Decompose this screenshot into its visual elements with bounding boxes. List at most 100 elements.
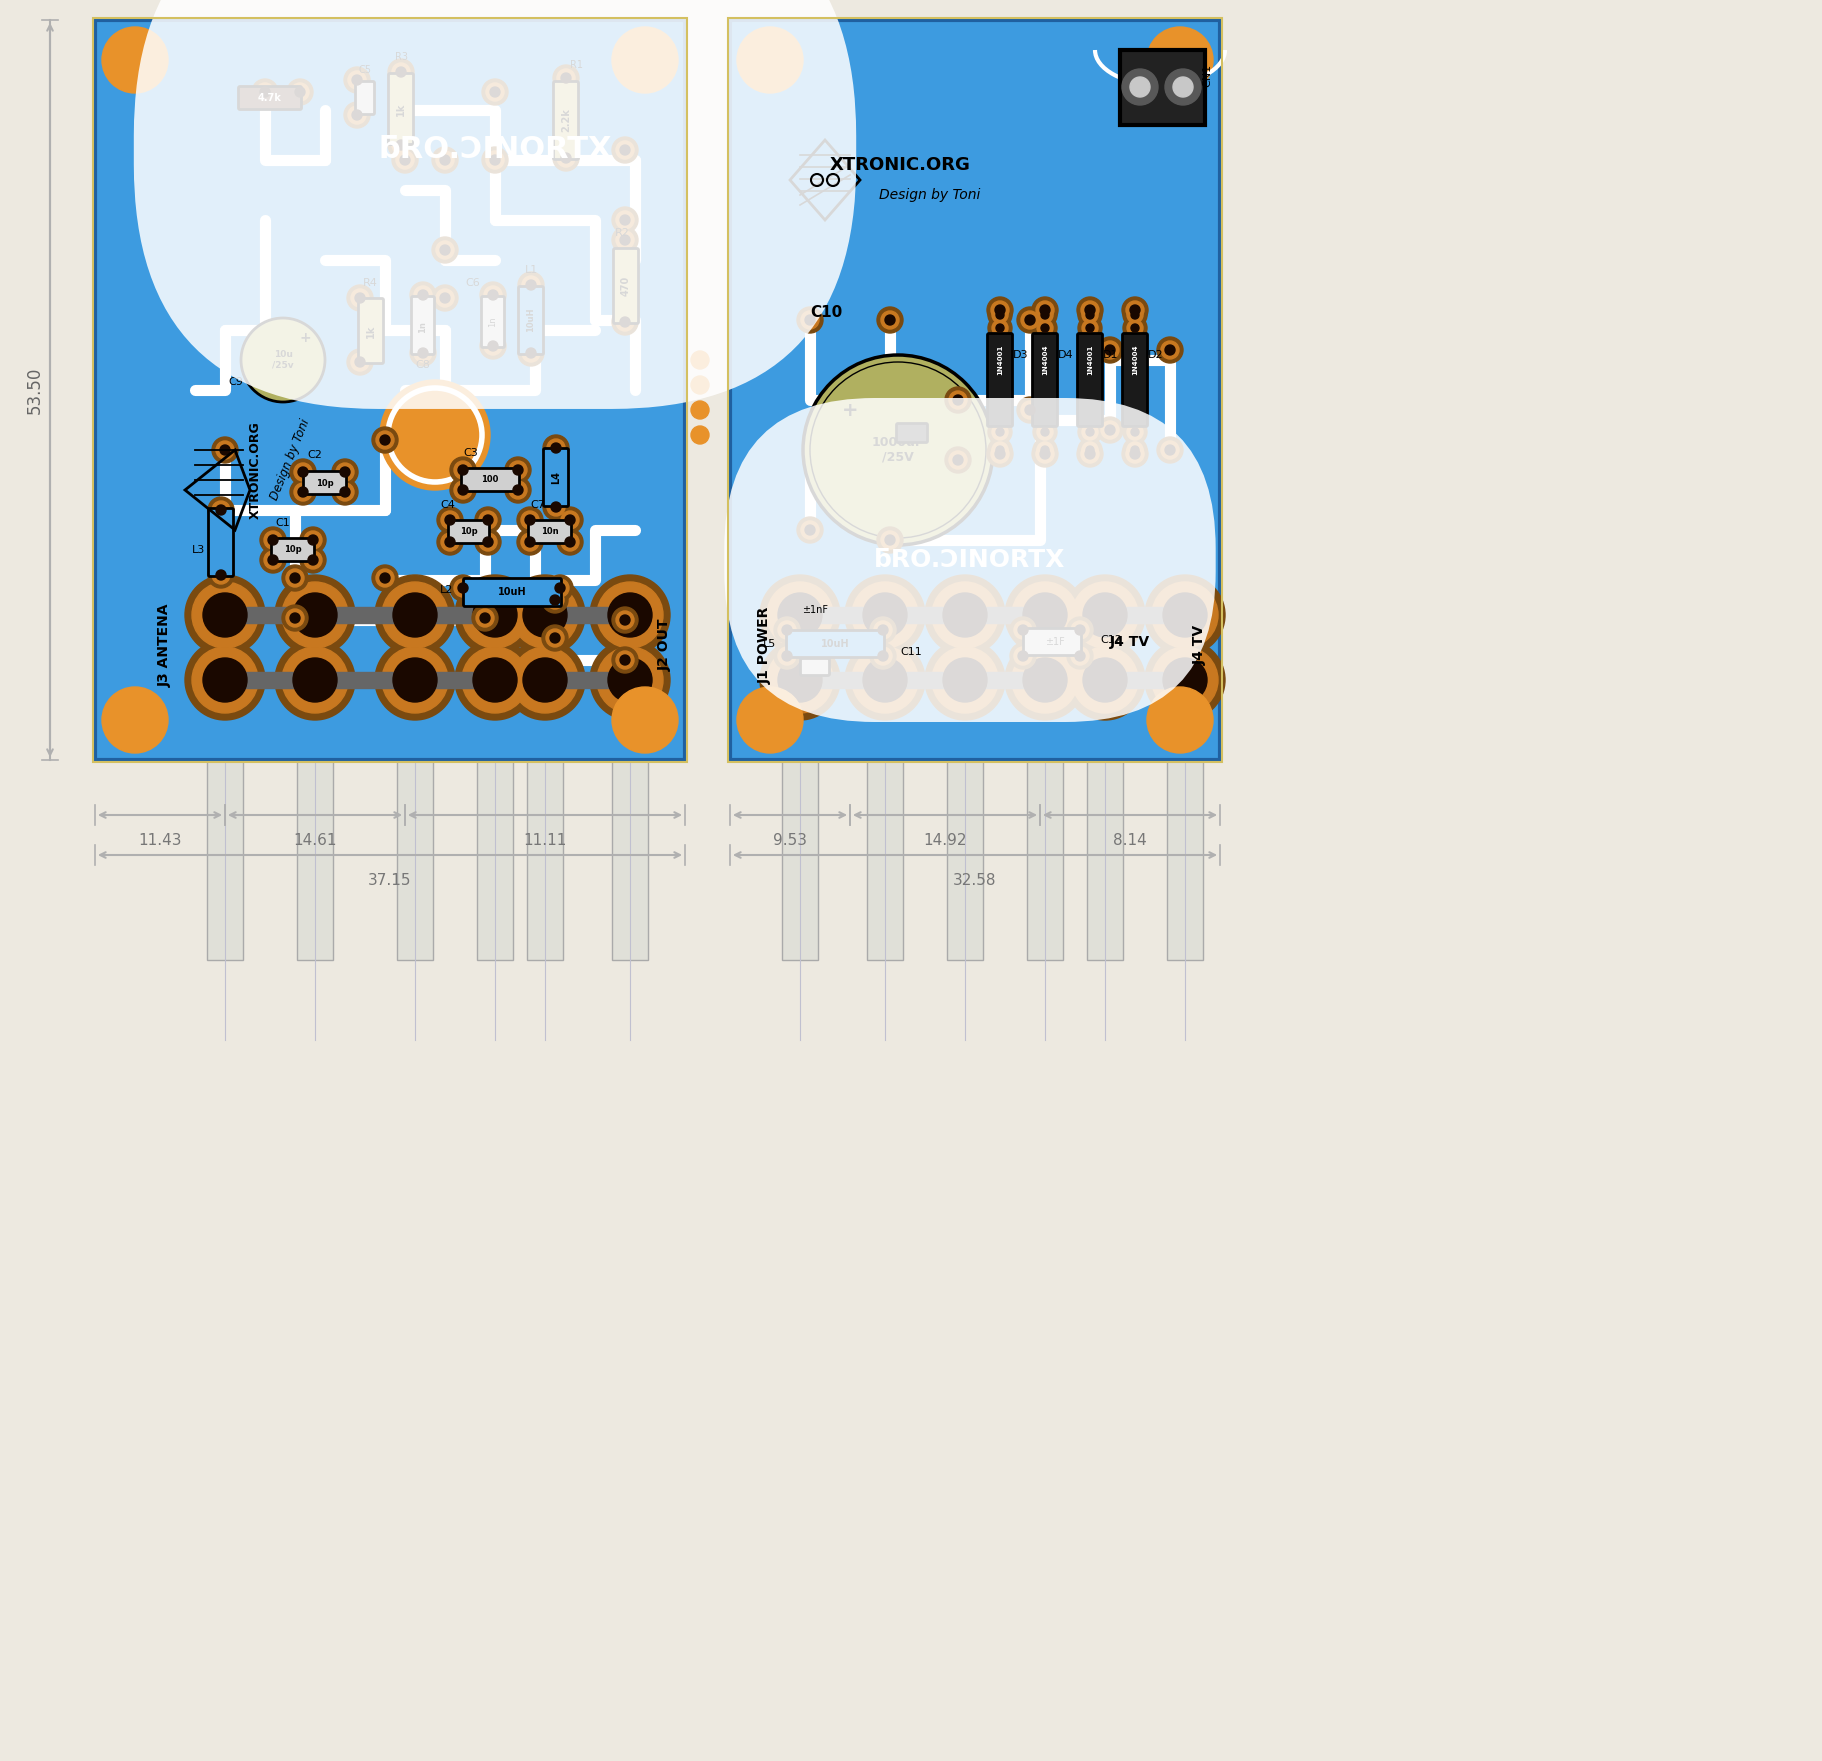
Circle shape (1100, 421, 1119, 438)
Circle shape (1161, 440, 1179, 460)
Circle shape (875, 622, 893, 639)
Circle shape (517, 507, 543, 534)
FancyBboxPatch shape (271, 539, 315, 562)
Circle shape (463, 581, 528, 648)
Circle shape (490, 155, 499, 166)
Circle shape (441, 534, 459, 551)
Text: 11.11: 11.11 (523, 833, 567, 849)
Circle shape (474, 659, 517, 703)
Text: 470: 470 (621, 276, 630, 296)
Circle shape (450, 576, 476, 601)
Circle shape (1130, 449, 1141, 460)
Circle shape (543, 495, 568, 519)
Circle shape (1100, 342, 1119, 359)
Text: ƃRO.ƆINORTX: ƃRO.ƆINORTX (875, 548, 1066, 572)
Circle shape (1152, 581, 1217, 648)
Circle shape (381, 435, 390, 446)
Circle shape (514, 484, 523, 495)
Circle shape (304, 532, 322, 549)
Circle shape (556, 583, 565, 593)
Bar (208, 673, 514, 689)
Circle shape (286, 609, 304, 627)
Circle shape (514, 465, 523, 475)
Circle shape (282, 646, 348, 713)
Circle shape (1015, 646, 1031, 666)
Text: +: + (299, 331, 312, 345)
Circle shape (541, 625, 568, 652)
Circle shape (944, 659, 988, 703)
Circle shape (558, 69, 576, 86)
Circle shape (388, 60, 414, 85)
Circle shape (1040, 446, 1049, 454)
Circle shape (394, 659, 437, 703)
Text: 10uH: 10uH (497, 586, 527, 597)
Circle shape (439, 155, 450, 166)
Circle shape (1066, 639, 1144, 720)
Circle shape (517, 528, 543, 555)
Circle shape (381, 572, 390, 583)
Circle shape (550, 444, 561, 453)
Circle shape (691, 426, 709, 444)
Circle shape (1080, 446, 1099, 463)
Circle shape (878, 625, 887, 636)
Text: 100: 100 (481, 475, 499, 484)
FancyBboxPatch shape (355, 81, 375, 114)
Circle shape (308, 555, 319, 565)
Circle shape (1033, 421, 1057, 444)
Text: 10p: 10p (317, 479, 333, 488)
Circle shape (1077, 440, 1102, 467)
Circle shape (1071, 622, 1090, 639)
Circle shape (268, 555, 279, 565)
Circle shape (457, 484, 468, 495)
Text: 11.43: 11.43 (138, 833, 182, 849)
Circle shape (301, 527, 326, 553)
Circle shape (352, 352, 370, 372)
Circle shape (609, 659, 652, 703)
Circle shape (432, 146, 457, 173)
Circle shape (217, 505, 226, 514)
Circle shape (619, 655, 630, 666)
Circle shape (527, 280, 536, 291)
Circle shape (612, 308, 638, 335)
Circle shape (211, 500, 230, 519)
Circle shape (805, 315, 814, 326)
Circle shape (299, 467, 308, 477)
Circle shape (1162, 593, 1206, 637)
Circle shape (876, 527, 904, 553)
Circle shape (1031, 440, 1059, 467)
Circle shape (282, 606, 308, 630)
Circle shape (282, 565, 308, 592)
Text: C1: C1 (275, 518, 290, 528)
Text: J4 TV: J4 TV (1193, 625, 1206, 666)
Circle shape (774, 643, 800, 669)
Text: 1N4004: 1N4004 (1131, 345, 1139, 375)
Circle shape (988, 440, 1013, 467)
Circle shape (521, 343, 539, 363)
Circle shape (875, 646, 893, 666)
FancyBboxPatch shape (554, 81, 579, 160)
Circle shape (778, 659, 822, 703)
Circle shape (1009, 643, 1037, 669)
Circle shape (211, 437, 239, 463)
Circle shape (853, 581, 918, 648)
Circle shape (392, 63, 410, 81)
Circle shape (619, 234, 630, 245)
Circle shape (372, 426, 397, 453)
Circle shape (191, 646, 259, 713)
Circle shape (401, 155, 410, 166)
Circle shape (561, 153, 570, 164)
Circle shape (1075, 625, 1084, 636)
Text: R3: R3 (395, 53, 408, 62)
Text: C5: C5 (359, 65, 372, 76)
FancyBboxPatch shape (359, 299, 383, 363)
Circle shape (299, 488, 308, 497)
Circle shape (1066, 576, 1144, 655)
Circle shape (293, 463, 312, 481)
Text: 2.2k: 2.2k (561, 107, 570, 132)
Text: ±1F: ±1F (1046, 637, 1064, 646)
Circle shape (304, 551, 322, 569)
Circle shape (437, 507, 463, 534)
Bar (731, 19, 1221, 761)
Circle shape (1037, 446, 1053, 463)
Circle shape (1131, 446, 1139, 454)
